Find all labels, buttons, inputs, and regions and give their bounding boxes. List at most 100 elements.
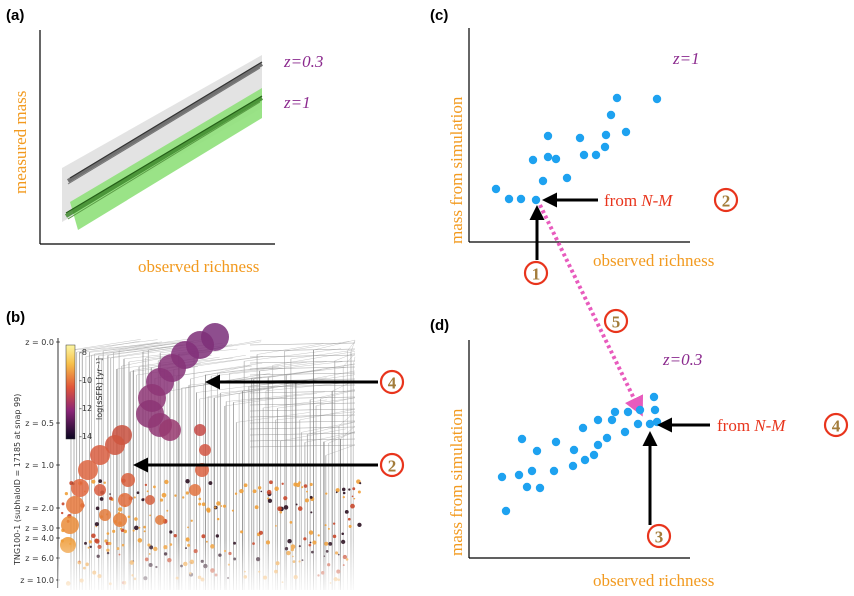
scatter-point xyxy=(527,466,537,476)
scatter-point xyxy=(623,407,633,417)
z-tick-label: z = 10.0 xyxy=(20,576,54,585)
panel-d: (d) mass from simulation observed richne… xyxy=(430,317,849,590)
scatter-point xyxy=(591,150,601,160)
scatter-point xyxy=(516,194,526,204)
scatter-point xyxy=(612,93,622,103)
scatter-point xyxy=(621,127,631,137)
panel-c-ylabel: mass from simulation xyxy=(447,96,466,244)
marker-3-d-text: 3 xyxy=(655,528,664,547)
panel-a-z-high: z=1 xyxy=(283,93,311,112)
scatter-point xyxy=(517,434,527,444)
scatter-point xyxy=(580,455,590,465)
low-z-relation xyxy=(66,61,264,185)
scatter-point xyxy=(602,433,612,443)
panel-b-z-ticks: z = 0.0 z = 0.5 z = 1.0 z = 2.0 z = 3.0z = 4… xyxy=(20,338,60,585)
panel-b-ylabel: TNG100-1 (subhaloID = 17185 at snap 99) xyxy=(13,394,22,566)
scatter-point xyxy=(514,470,524,480)
link-arrow-5 xyxy=(538,204,644,417)
panel-b: (b) TNG100-1 (subhaloID = 17185 at snap … xyxy=(6,309,405,592)
colorbar-tick: -12 xyxy=(79,404,92,413)
marker-2-b: 2 xyxy=(379,452,405,478)
panel-a-label: (a) xyxy=(6,7,24,24)
scatter-point xyxy=(501,506,511,516)
z-tick-label: z = 6.0 xyxy=(25,554,54,563)
scatter-point xyxy=(593,415,603,425)
scatter-point xyxy=(569,445,579,455)
scatter-point xyxy=(606,110,616,120)
scatter-point xyxy=(551,437,561,447)
panel-c-z: z=1 xyxy=(672,49,700,68)
scatter-point xyxy=(504,194,514,204)
scatter-point xyxy=(649,392,659,402)
marker-4-d-text: 4 xyxy=(832,417,841,436)
scatter-point xyxy=(522,482,532,492)
scatter-point xyxy=(601,130,611,140)
scatter-point xyxy=(497,472,507,482)
scatter-point xyxy=(579,150,589,160)
scatter-point xyxy=(633,419,643,429)
marker-4-b: 4 xyxy=(379,369,405,395)
panel-a-xlabel: observed richness xyxy=(138,257,259,276)
panel-d-ylabel: mass from simulation xyxy=(447,408,466,556)
tree-fade xyxy=(58,540,388,592)
marker-2-c: 2 xyxy=(713,187,739,213)
z-tick-label: z = 3.0 xyxy=(25,524,54,533)
panel-a-z-low: z=0.3 xyxy=(283,52,323,71)
scatter-point xyxy=(532,446,542,456)
scatter-point xyxy=(650,405,660,415)
marker-4-d: 4 xyxy=(823,412,849,438)
scatter-point xyxy=(491,184,501,194)
marker-2-b-text: 2 xyxy=(388,457,397,476)
marker-1-c: 1 xyxy=(523,260,549,286)
panel-a-ylabel: measured mass xyxy=(11,91,30,194)
z-tick-label: z = 1.0 xyxy=(25,461,54,470)
z-tick-label: z = 2.0 xyxy=(25,504,54,513)
scatter-point xyxy=(600,142,610,152)
scatter-point xyxy=(543,152,553,162)
scatter-point xyxy=(645,419,655,429)
panel-c-xlabel: observed richness xyxy=(593,251,714,270)
panel-c-points xyxy=(491,93,662,205)
colorbar-tick: -14 xyxy=(79,432,92,441)
colorbar-tick: -8 xyxy=(79,348,87,357)
marker-4-b-text: 4 xyxy=(388,374,397,393)
panel-a: (a) measured mass observed richness z=0.… xyxy=(6,7,323,276)
panel-c-label: (c) xyxy=(430,7,448,24)
panel-d-z: z=0.3 xyxy=(662,350,702,369)
scatter-point xyxy=(538,176,548,186)
colorbar-label: log(sSFR) [yr⁻¹] xyxy=(95,358,104,420)
scatter-point xyxy=(593,440,603,450)
main-progenitor-branch xyxy=(60,323,229,553)
scatter-point xyxy=(568,461,578,471)
colorbar-tick: -10 xyxy=(79,376,92,385)
scatter-point xyxy=(528,155,538,165)
panel-d-label: (d) xyxy=(430,317,449,334)
scatter-point xyxy=(543,131,553,141)
panel-d-xlabel: observed richness xyxy=(593,571,714,590)
z-tick-label: z = 4.0 xyxy=(25,534,54,543)
panel-d-from-label: from N-M xyxy=(717,416,786,435)
scatter-point xyxy=(620,427,630,437)
scatter-point xyxy=(531,195,541,205)
scatter-point xyxy=(549,466,559,476)
scatter-point xyxy=(562,173,572,183)
scatter-point xyxy=(635,405,645,415)
z-tick-label: z = 0.0 xyxy=(25,338,54,347)
scatter-point xyxy=(652,94,662,104)
marker-1-c-text: 1 xyxy=(532,265,541,284)
marker-3-d: 3 xyxy=(646,523,672,549)
scatter-point xyxy=(575,133,585,143)
colorbar xyxy=(65,344,76,440)
panel-b-label: (b) xyxy=(6,309,25,326)
marker-5-text: 5 xyxy=(612,313,621,332)
colorbar-ticks: -8 -10 -12 -14 xyxy=(79,348,92,441)
panel-c-from-label: from N-M xyxy=(604,191,673,210)
scatter-point xyxy=(551,154,561,164)
marker-5: 5 xyxy=(603,308,629,334)
z-tick-label: z = 0.5 xyxy=(25,419,54,428)
high-z-relation xyxy=(64,95,264,220)
scatter-point xyxy=(610,407,620,417)
scatter-point xyxy=(535,483,545,493)
scatter-point xyxy=(578,423,588,433)
